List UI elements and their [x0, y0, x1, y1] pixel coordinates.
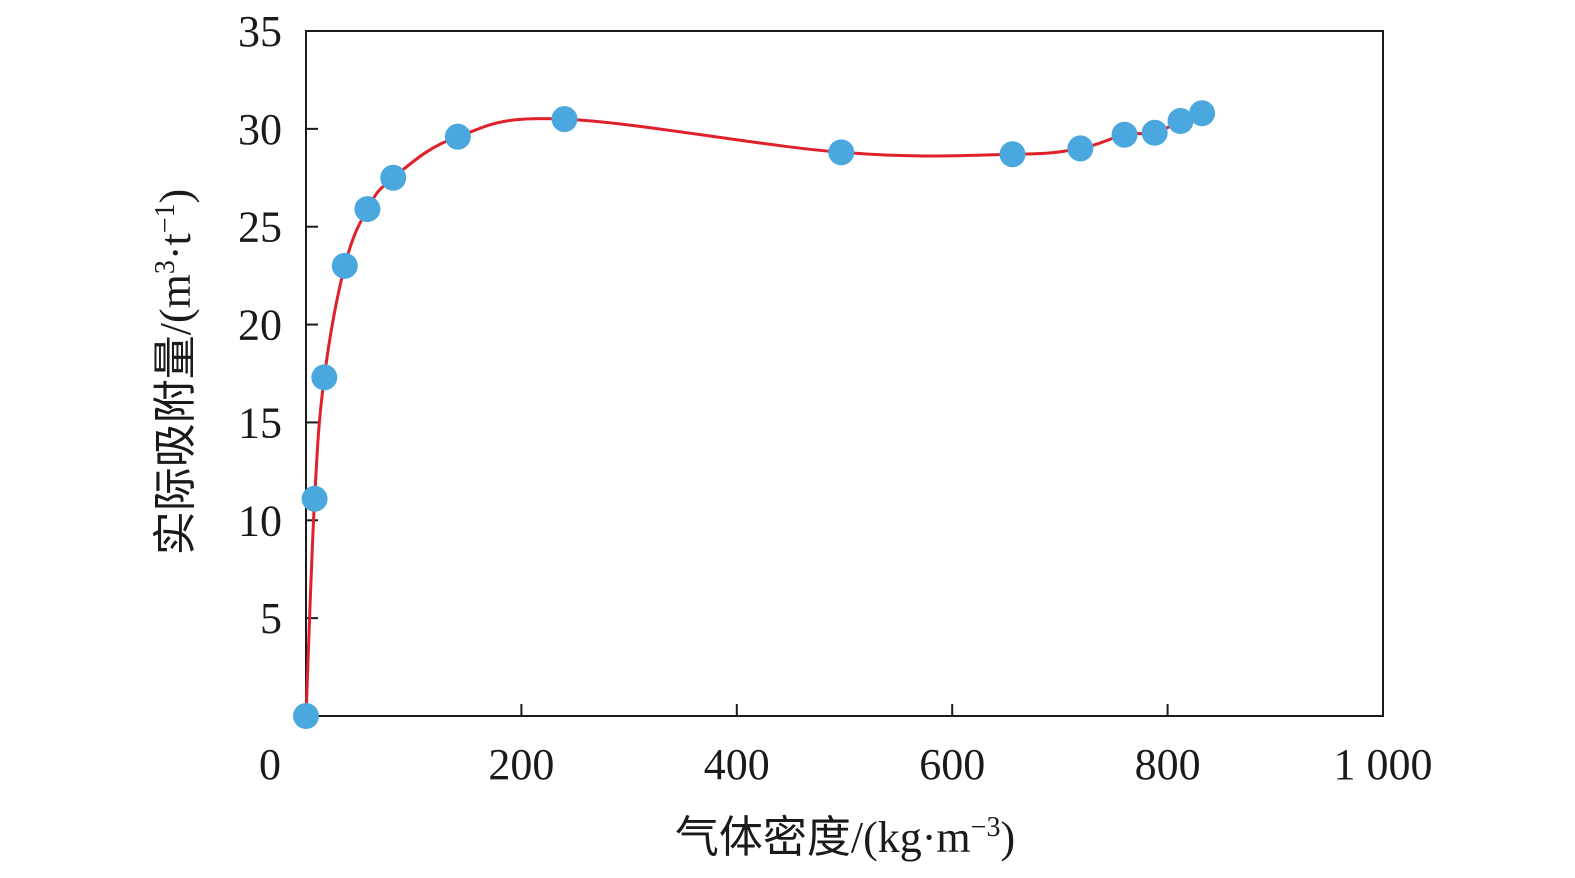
- y-tick-label: 30: [238, 105, 282, 154]
- data-point: [551, 106, 578, 133]
- y-axis-title-main: 实际吸附量/(m: [151, 274, 200, 555]
- data-point: [1167, 108, 1194, 135]
- data-point: [444, 123, 471, 150]
- data-point: [354, 196, 381, 223]
- y-axis-title-end: ): [151, 189, 200, 204]
- x-tick-label: 400: [704, 740, 770, 789]
- plot-frame: [305, 30, 1384, 717]
- series-layer: [293, 100, 1216, 729]
- y-tick-label: 10: [238, 496, 282, 545]
- data-point: [311, 364, 338, 391]
- y-axis-title-mid: ·t: [151, 233, 200, 260]
- x-axis-title-superscript: −3: [971, 812, 1001, 843]
- y-tick-label: 20: [238, 301, 282, 350]
- y-axis-title-superscript-2: −1: [150, 203, 181, 233]
- y-axis-title-superscript-1: 3: [150, 260, 181, 274]
- ticks-layer: 0 200 400 600 800 1 000 5 10 15 20 25 30 35: [238, 7, 1433, 789]
- data-point: [301, 485, 328, 512]
- x-tick-label: 1 000: [1334, 740, 1433, 789]
- y-tick-label: 25: [238, 203, 282, 252]
- data-point: [1189, 100, 1216, 127]
- y-tick-label: 5: [260, 594, 282, 643]
- y-axis-title: 实际吸附量/(m3·t−1): [150, 189, 200, 555]
- x-tick-label: 800: [1135, 740, 1201, 789]
- x-tick-label: 200: [488, 740, 554, 789]
- data-point: [999, 141, 1026, 168]
- y-tick-label: 35: [238, 7, 282, 56]
- data-point: [1111, 121, 1138, 148]
- x-tick-label: 600: [919, 740, 985, 789]
- axes-layer: [305, 30, 1384, 717]
- series-line: [304, 111, 1203, 717]
- y-tick-label: 15: [238, 398, 282, 447]
- data-point: [331, 252, 358, 279]
- data-point: [828, 139, 855, 166]
- data-point: [1141, 119, 1168, 146]
- data-point: [380, 164, 407, 191]
- x-tick-label: 0: [259, 740, 281, 789]
- data-point: [293, 703, 319, 729]
- x-axis-title-main: 气体密度/(kg·m: [675, 813, 971, 862]
- data-point: [1067, 135, 1094, 162]
- x-axis-title: 气体密度/(kg·m−3): [675, 812, 1015, 862]
- x-axis-title-end: ): [1000, 813, 1015, 862]
